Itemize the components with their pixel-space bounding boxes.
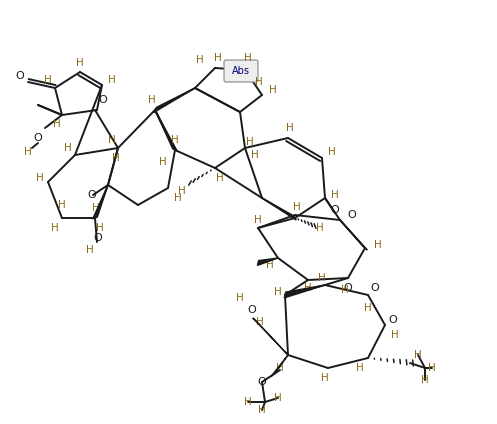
Text: H: H	[328, 147, 336, 157]
Text: O: O	[93, 233, 102, 243]
Text: H: H	[64, 143, 72, 153]
Text: H: H	[254, 215, 262, 225]
Text: H: H	[76, 58, 84, 68]
Text: O: O	[98, 95, 107, 105]
Text: H: H	[108, 135, 116, 145]
Text: H: H	[86, 245, 94, 255]
Text: H: H	[148, 95, 156, 105]
Text: H: H	[174, 193, 182, 203]
Text: H: H	[414, 350, 422, 360]
Text: H: H	[276, 363, 284, 373]
Text: H: H	[258, 405, 266, 415]
Text: H: H	[316, 223, 324, 233]
Text: H: H	[321, 373, 329, 383]
Text: H: H	[251, 150, 259, 160]
Text: H: H	[341, 285, 349, 295]
Text: H: H	[244, 397, 252, 407]
Text: H: H	[92, 203, 100, 213]
Polygon shape	[155, 110, 177, 151]
Text: O: O	[389, 315, 398, 325]
Text: H: H	[255, 77, 263, 87]
Text: O: O	[343, 283, 352, 293]
Polygon shape	[284, 285, 325, 298]
Text: H: H	[112, 153, 120, 163]
Text: H: H	[364, 303, 372, 313]
Text: H: H	[293, 202, 301, 212]
Polygon shape	[340, 220, 367, 250]
Text: H: H	[428, 363, 436, 373]
Text: O: O	[248, 305, 256, 315]
Text: H: H	[171, 135, 179, 145]
Text: H: H	[216, 173, 224, 183]
Text: H: H	[236, 293, 244, 303]
Text: O: O	[331, 205, 339, 215]
Text: H: H	[286, 123, 294, 133]
Text: H: H	[318, 273, 326, 283]
Text: H: H	[391, 330, 399, 340]
Text: H: H	[331, 190, 339, 200]
Text: H: H	[266, 260, 274, 270]
Text: H: H	[274, 287, 282, 297]
Text: H: H	[246, 137, 254, 147]
Text: O: O	[347, 210, 356, 220]
Polygon shape	[262, 198, 296, 220]
Text: O: O	[257, 377, 266, 387]
Text: H: H	[244, 53, 252, 63]
Text: H: H	[53, 119, 61, 129]
Text: H: H	[58, 200, 66, 210]
Text: O: O	[15, 71, 24, 81]
Text: H: H	[421, 375, 429, 385]
Text: H: H	[51, 223, 59, 233]
Polygon shape	[257, 258, 278, 265]
Text: H: H	[256, 317, 264, 327]
Text: H: H	[196, 55, 204, 65]
Polygon shape	[92, 185, 108, 219]
Polygon shape	[271, 355, 288, 377]
Text: H: H	[44, 75, 52, 85]
Text: H: H	[36, 173, 44, 183]
Text: H: H	[274, 393, 282, 403]
Text: H: H	[108, 75, 116, 85]
Text: H: H	[374, 240, 382, 250]
Text: H: H	[304, 283, 312, 293]
Text: O: O	[371, 283, 379, 293]
Text: O: O	[87, 190, 96, 200]
Text: H: H	[269, 85, 277, 95]
Text: Abs: Abs	[232, 66, 250, 76]
Text: H: H	[214, 53, 222, 63]
Text: H: H	[356, 363, 364, 373]
Text: H: H	[24, 147, 32, 157]
Text: H: H	[159, 157, 167, 167]
Text: H: H	[178, 186, 186, 196]
Polygon shape	[253, 318, 288, 355]
Polygon shape	[154, 88, 195, 113]
Text: H: H	[96, 223, 104, 233]
Text: O: O	[34, 133, 42, 143]
FancyBboxPatch shape	[224, 60, 258, 82]
